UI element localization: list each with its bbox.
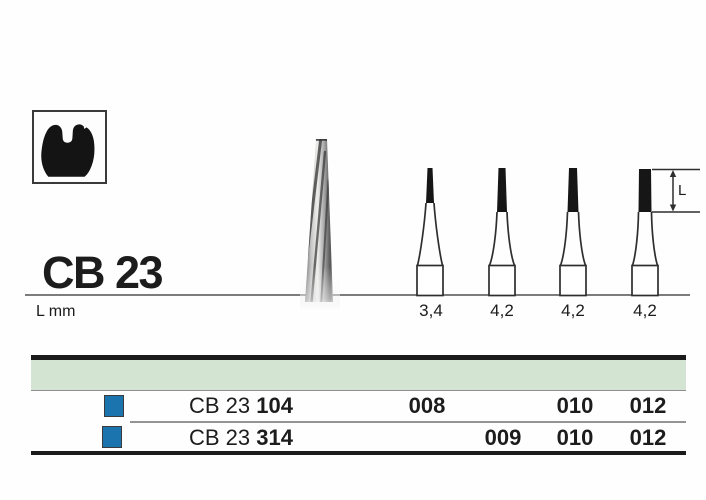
baseline-rule	[25, 294, 690, 296]
table-bottom-rule	[31, 450, 686, 455]
table-row-314: CB 23 314 009 010 012	[31, 423, 686, 453]
length-value-012: 4,2	[633, 301, 657, 320]
bur-profile-icon	[32, 110, 107, 184]
bur-diagram-010	[559, 168, 587, 297]
table-header-underline	[31, 389, 686, 391]
series-name: CB 23	[189, 424, 251, 450]
table-top-rule	[31, 355, 686, 360]
bur-photo	[300, 139, 340, 310]
bur-head-profile-shape	[41, 124, 95, 177]
size-cell: 008	[408, 393, 446, 418]
length-value-009: 4,2	[490, 301, 514, 320]
table-row-104: CB 23 104 008 010 012	[31, 391, 686, 421]
catalog-table: CB 23 104 008 010 012 CB 23 314 009 010 …	[31, 355, 686, 455]
size-cell: 012	[629, 393, 667, 418]
catalog-number: CB 23 104	[131, 391, 351, 421]
size-cell: 010	[556, 424, 594, 450]
bur-diagram-012	[631, 169, 659, 297]
size-cell: 009	[484, 424, 522, 450]
table-header-band	[31, 359, 686, 390]
series-marker	[102, 426, 122, 448]
product-title: CB 23	[42, 247, 164, 298]
dimension-label: L	[678, 182, 687, 199]
row-divider	[130, 421, 686, 423]
series-marker	[104, 394, 124, 417]
shank-code: 314	[256, 424, 293, 450]
size-cell: 012	[629, 424, 667, 450]
dimension-lines	[652, 168, 700, 213]
bur-diagram-008	[416, 168, 444, 297]
catalog-number: CB 23 314	[131, 423, 351, 453]
length-value-008: 3,4	[419, 301, 443, 320]
length-unit-label: L mm	[36, 303, 76, 320]
length-value-010: 4,2	[561, 301, 585, 320]
series-name: CB 23	[189, 393, 251, 418]
size-cell: 010	[556, 393, 594, 418]
bur-diagram-009	[488, 168, 516, 297]
shank-code: 104	[256, 393, 293, 418]
